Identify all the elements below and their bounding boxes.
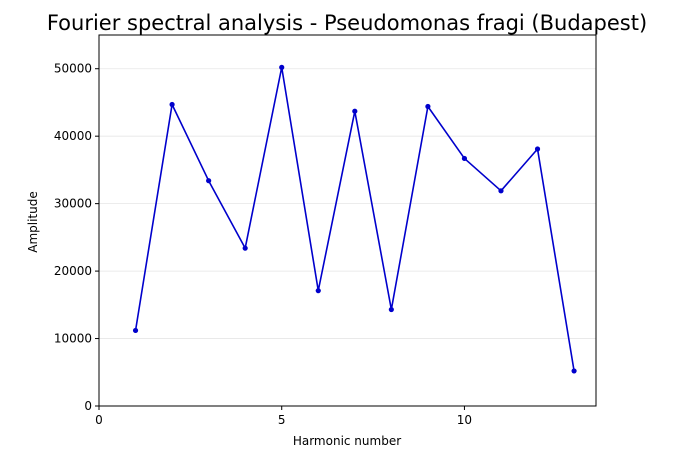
gridlines <box>99 68 596 407</box>
y-tick-label: 20000 <box>54 264 92 278</box>
data-point <box>132 327 139 334</box>
data-point <box>498 188 504 194</box>
plot-frame <box>98 34 597 407</box>
x-tick-label: 5 <box>278 413 286 427</box>
chart-title: Fourier spectral analysis - Pseudomonas … <box>47 11 647 35</box>
data-point <box>206 178 212 184</box>
data-point <box>571 368 577 374</box>
y-tick-label: 40000 <box>54 129 92 143</box>
series-layer <box>132 64 577 374</box>
data-point <box>352 108 358 114</box>
data-point <box>169 101 175 108</box>
y-tick-label: 30000 <box>54 197 92 211</box>
x-axis-ticks: 0 5 10 <box>95 406 472 427</box>
y-axis-label: Amplitude <box>26 191 40 253</box>
y-tick-label: 0 <box>84 399 92 413</box>
x-tick-label: 10 <box>457 413 472 427</box>
data-point <box>242 245 248 251</box>
data-point <box>315 288 321 294</box>
x-axis-label: Harmonic number <box>293 434 401 448</box>
data-point <box>279 64 285 70</box>
data-point <box>388 306 394 313</box>
data-point <box>534 146 541 152</box>
y-axis-ticks: 0 10000 20000 30000 40000 50000 <box>54 62 99 413</box>
y-tick-label: 50000 <box>54 62 92 76</box>
y-tick-label: 10000 <box>54 332 92 346</box>
data-point <box>425 103 431 110</box>
x-tick-label: 0 <box>95 413 103 427</box>
data-point <box>461 155 468 162</box>
